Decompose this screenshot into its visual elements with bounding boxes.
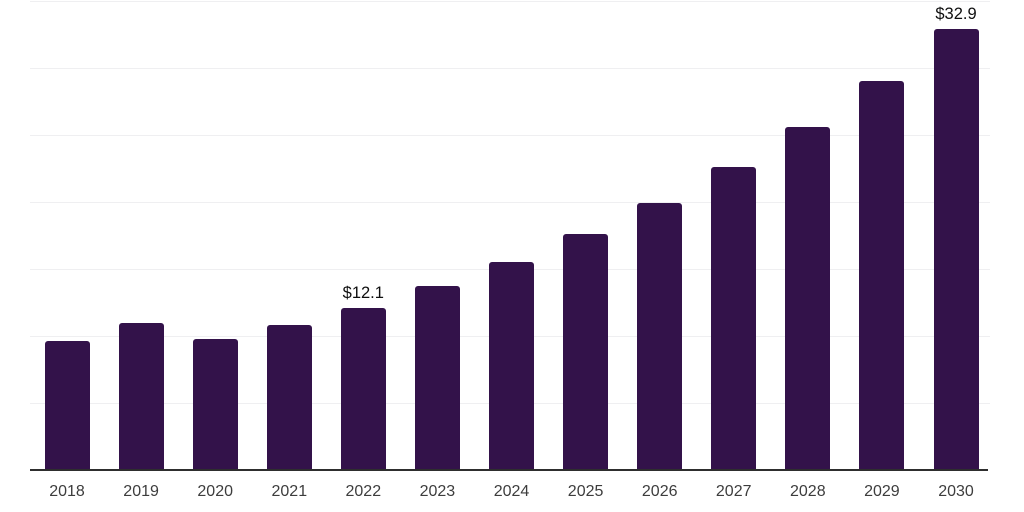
bar-2023 (414, 286, 460, 471)
gridline (30, 202, 990, 203)
gridline (30, 1, 990, 2)
x-tick-label-2025: 2025 (567, 483, 604, 500)
bar-2030 (933, 29, 979, 471)
x-tick-label-2030: 2030 (938, 483, 974, 500)
x-tick-label-2018: 2018 (49, 483, 85, 500)
x-tick-label-2023: 2023 (419, 483, 456, 500)
x-tick-label-2029: 2029 (864, 483, 900, 500)
bar-2021 (266, 325, 312, 471)
bar-2025 (563, 234, 609, 471)
bar-2018 (44, 341, 90, 471)
bar-2024 (489, 262, 534, 471)
gridline (30, 68, 990, 69)
x-tick-label-2021: 2021 (271, 483, 308, 500)
data-label-2022: $12.1 (342, 283, 384, 302)
x-tick-label-2027: 2027 (715, 483, 752, 500)
data-label-2030: $32.9 (935, 5, 977, 24)
bar-2022 (340, 307, 386, 471)
bar-2026 (637, 203, 683, 471)
bar-2027 (711, 167, 757, 471)
bar-2020 (192, 338, 238, 471)
x-tick-label-2026: 2026 (641, 483, 678, 500)
gridline (30, 135, 990, 136)
x-tick-label-2024: 2024 (493, 483, 530, 500)
x-tick-label-2022: 2022 (345, 483, 382, 500)
x-axis-line (30, 469, 988, 471)
bar-2028 (785, 127, 831, 471)
x-tick-label-2019: 2019 (123, 483, 159, 500)
bar-2019 (118, 322, 164, 471)
bar-2029 (859, 81, 905, 471)
x-tick-label-2028: 2028 (790, 483, 826, 500)
x-tick-label-2020: 2020 (197, 483, 233, 500)
